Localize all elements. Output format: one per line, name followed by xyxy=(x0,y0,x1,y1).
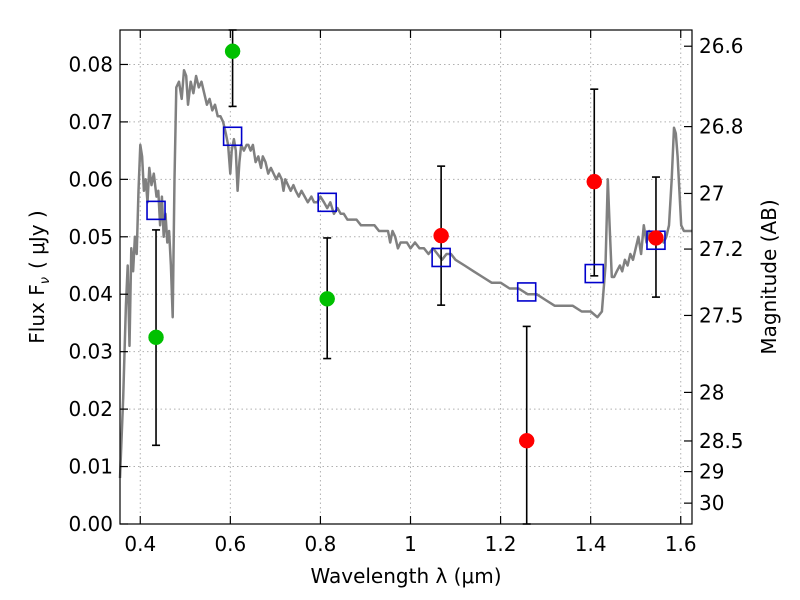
magnitude-tick-label: 27 xyxy=(699,181,724,205)
y-axis-label: Flux Fν ( μJy ) xyxy=(25,210,53,343)
model-square-marker xyxy=(516,282,537,302)
data-point-marker xyxy=(319,291,335,307)
x-axis: 0.4 0.6 0.8 1 1.2 1.4 1.6 xyxy=(124,30,697,556)
x-tick-label: 1 xyxy=(404,532,417,556)
svg-text:Flux Fν( μJy ): Flux Fν ( μJy ) xyxy=(25,210,53,343)
data-point-marker xyxy=(224,43,241,60)
model-square-marker xyxy=(222,126,243,147)
magnitude-tick-label: 29 xyxy=(699,460,724,484)
data-point-marker xyxy=(433,227,449,244)
markers xyxy=(146,43,666,449)
x-axis-label: Wavelength λ (μm) xyxy=(310,564,501,588)
x-tick-label: 1.4 xyxy=(575,532,607,556)
spectrum-layer xyxy=(118,68,692,479)
y-tick-label: 0.01 xyxy=(68,455,113,479)
magnitude-tick-label: 30 xyxy=(699,491,724,515)
x-tick-label: 0.8 xyxy=(305,532,337,556)
magnitude-tick-label: 27.5 xyxy=(699,303,744,327)
svg-text:Magnitude (AB): Magnitude (AB) xyxy=(757,199,781,354)
x-tick-label: 1.6 xyxy=(665,532,697,556)
model-square-marker xyxy=(431,247,451,268)
data-point-marker xyxy=(586,173,603,190)
y-tick-label: 0.03 xyxy=(68,340,113,364)
y-tick-label: 0.05 xyxy=(68,225,113,249)
magnitude-axis: 26.6 26.8 27 27.2 27.5 28 28.5 29 30 xyxy=(684,34,744,515)
model-square-marker xyxy=(317,192,337,213)
data-point-marker xyxy=(518,432,535,449)
magnitude-tick-label: 28 xyxy=(699,380,724,404)
data-point-marker xyxy=(648,230,664,246)
y-tick-label: 0.06 xyxy=(68,167,113,191)
magnitude-tick-label: 27.2 xyxy=(699,237,744,261)
plot-frame xyxy=(119,29,693,525)
spectrum-line xyxy=(118,68,692,479)
magnitude-tick-label: 28.5 xyxy=(699,429,744,453)
x-tick-label: 1.2 xyxy=(485,532,517,556)
model-square-marker xyxy=(146,200,166,221)
y-tick-label: 0.00 xyxy=(68,512,113,536)
y-tick-label: 0.07 xyxy=(68,110,113,134)
magnitude-tick-label: 26.6 xyxy=(699,34,744,58)
y-axis-label-sub: ν xyxy=(38,277,53,284)
y-tick-label: 0.04 xyxy=(68,282,113,306)
magnitude-tick-label: 26.8 xyxy=(699,115,744,139)
y-tick-label: 0.02 xyxy=(68,397,113,421)
magnitude-axis-label: Magnitude (AB) xyxy=(757,199,781,354)
data-point-marker xyxy=(148,329,164,346)
y-axis-label-unit: ( μJy ) xyxy=(25,210,49,269)
model-square-marker xyxy=(584,263,605,284)
y-tick-label: 0.08 xyxy=(68,52,113,76)
x-tick-label: 0.4 xyxy=(124,532,156,556)
y-axis-label-main: Flux F xyxy=(25,284,49,343)
x-tick-label: 0.6 xyxy=(214,532,246,556)
error-bars xyxy=(152,29,660,525)
y-axis: 0.00 0.01 0.02 0.03 0.04 0.05 0.06 0.07 0.08 xyxy=(68,52,128,536)
